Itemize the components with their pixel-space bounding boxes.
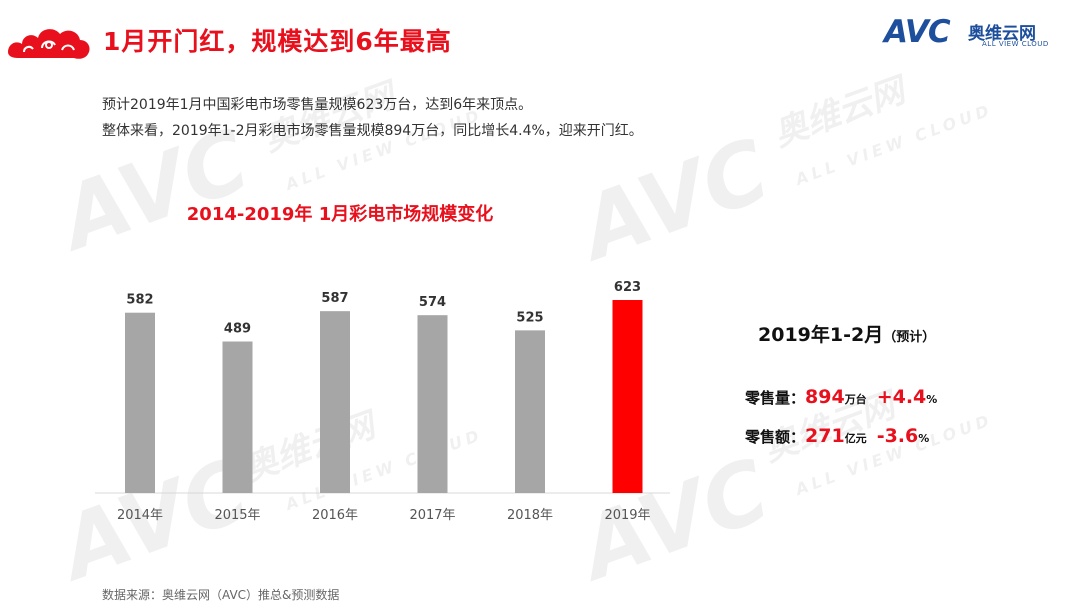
bar-2018年: [515, 330, 545, 493]
x-tick-label: 2015年: [214, 508, 260, 523]
bar-2015年: [222, 341, 253, 493]
summary-period: 2019年1-2月: [758, 324, 884, 346]
retail-volume-change-unit: %: [926, 393, 938, 406]
retail-volume-change: +4.4: [876, 386, 927, 408]
bar-2016年: [320, 311, 350, 493]
x-tick-label: 2018年: [507, 508, 553, 523]
data-label: 582: [126, 293, 153, 308]
retail-amount-stat: 零售额：271亿元 -3.6%: [745, 425, 929, 447]
data-label: 587: [321, 291, 348, 306]
bar-2017年: [417, 315, 448, 493]
retail-amount-change-unit: %: [918, 432, 930, 445]
brand-name-en: ALL VIEW CLOUD: [982, 40, 1049, 48]
retail-amount-value: 271: [805, 425, 845, 447]
summary-title: 2019年1-2月（预计）: [758, 320, 935, 347]
bar-2019年: [612, 300, 643, 493]
intro-text: 预计2019年1月中国彩电市场零售量规模623万台，达到6年来顶点。 整体来看，…: [102, 92, 643, 144]
bar-2014年: [125, 312, 155, 493]
watermark-name-cn: 奥维云网: [768, 70, 910, 155]
data-label: 489: [224, 322, 251, 337]
retail-amount-label: 零售额：: [745, 428, 806, 446]
brand-name-cn: 奥维云网: [968, 24, 1036, 44]
retail-volume-label: 零售量：: [745, 389, 806, 407]
x-tick-label: 2017年: [409, 508, 455, 523]
intro-line-2: 整体来看，2019年1-2月彩电市场零售量规模894万台，同比增长4.4%，迎来…: [102, 123, 643, 139]
brand-logo-text: AVC: [884, 14, 951, 50]
retail-amount-unit: 亿元: [844, 432, 867, 445]
x-tick-label: 2019年: [604, 508, 650, 523]
summary-period-note: （预计）: [883, 330, 936, 345]
brand-logo: AVC 奥维云网 ALL VIEW CLOUD: [884, 14, 1064, 54]
data-source-note: 数据来源：奥维云网（AVC）推总&预测数据: [102, 588, 340, 602]
watermark-name-en: ALL VIEW CLOUD: [793, 99, 996, 190]
data-label: 623: [614, 280, 641, 295]
retail-volume-stat: 零售量：894万台 +4.4%: [745, 386, 937, 408]
retail-amount-change: -3.6: [876, 425, 919, 447]
retail-volume-unit: 万台: [844, 393, 867, 406]
data-label: 574: [419, 295, 446, 310]
watermark-name-en: ALL VIEW CLOUD: [793, 409, 996, 500]
intro-line-1: 预计2019年1月中国彩电市场零售量规模623万台，达到6年来顶点。: [102, 97, 533, 113]
auspicious-cloud-icon: [8, 29, 90, 59]
page-title: 1月开门红，规模达到6年最高: [103, 27, 452, 56]
x-tick-label: 2014年: [117, 508, 163, 523]
bar-chart: 582 2014年 489 2015年 587 2016年 574 2017年 525 2018年…: [95, 280, 670, 523]
retail-volume-value: 894: [805, 386, 845, 408]
chart-title: 2014-2019年 1月彩电市场规模变化: [186, 204, 494, 225]
data-label: 525: [516, 310, 543, 325]
x-tick-label: 2016年: [312, 508, 358, 523]
